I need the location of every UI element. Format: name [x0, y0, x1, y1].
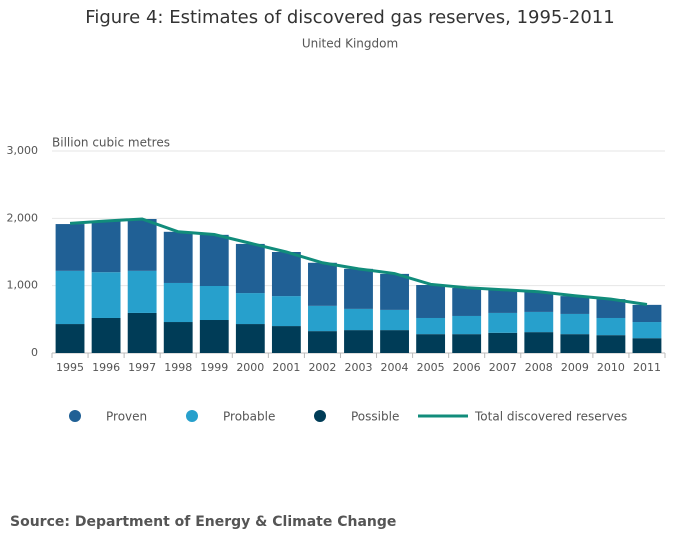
x-tick-label: 2005: [417, 361, 445, 374]
legend-swatch: [69, 410, 81, 422]
bar: [127, 270, 157, 313]
bar: [199, 320, 229, 353]
legend-swatch: [314, 410, 326, 422]
x-tick-label: 2006: [453, 361, 481, 374]
bar: [235, 324, 265, 353]
bar: [163, 231, 193, 283]
bar: [308, 305, 337, 332]
x-tick-label: 2000: [236, 361, 264, 374]
x-tick-label: 1999: [200, 361, 228, 374]
legend-label: Probable: [223, 410, 275, 424]
bar: [416, 317, 446, 335]
bar: [199, 286, 229, 321]
legend-label: Proven: [106, 410, 147, 424]
bar: [199, 234, 229, 287]
legend-label: Possible: [351, 410, 399, 424]
x-tick-label: 2004: [381, 361, 409, 374]
bar: [55, 324, 85, 353]
bar: [452, 288, 482, 316]
x-tick-label: 2002: [308, 361, 336, 374]
bar: [452, 315, 482, 335]
bar: [524, 292, 554, 312]
bar: [55, 224, 85, 271]
bar: [163, 322, 193, 353]
bar: [344, 308, 373, 331]
bar: [344, 268, 373, 309]
bar: [416, 284, 446, 318]
chart-title: Figure 4: Estimates of discovered gas re…: [85, 7, 614, 28]
x-tick-label: 2001: [272, 361, 300, 374]
line: [69, 217, 648, 307]
bar: [235, 293, 265, 325]
bar: [488, 312, 518, 333]
bar: [271, 296, 301, 327]
legend-swatch: [186, 410, 198, 422]
bar: [632, 338, 662, 353]
bar: [271, 326, 301, 353]
legend-label: Total discovered reserves: [474, 410, 627, 424]
y-tick-label: 0: [31, 346, 38, 359]
bar: [380, 330, 409, 353]
x-tick-label: 1998: [164, 361, 192, 374]
bar: [524, 332, 554, 353]
x-tick-label: 1996: [92, 361, 120, 374]
bar: [91, 221, 121, 273]
bar: [632, 304, 662, 323]
bar: [163, 282, 193, 323]
bar: [632, 322, 662, 339]
y-tick-label: 2,000: [7, 211, 39, 224]
bar: [91, 317, 121, 353]
bar: [596, 335, 626, 353]
y-axis-label: Billion cubic metres: [52, 136, 170, 150]
x-tick-label: 1995: [56, 361, 84, 374]
chart-subtitle: United Kingdom: [302, 37, 398, 51]
bar: [560, 334, 590, 353]
x-tick-label: 2003: [345, 361, 373, 374]
bar: [380, 309, 409, 331]
bar: [380, 273, 409, 310]
x-tick-label: 1997: [128, 361, 156, 374]
source: Source: Department of Energy & Climate C…: [10, 514, 396, 530]
bar: [560, 313, 590, 335]
y-tick-label: 3,000: [7, 144, 39, 157]
bar: [596, 317, 626, 336]
bar: [55, 270, 85, 325]
x-tick-label: 2008: [525, 361, 553, 374]
bar: [560, 296, 590, 314]
bar: [452, 334, 482, 353]
x-tick-label: 2011: [633, 361, 661, 374]
bar: [235, 243, 265, 294]
bar: [127, 312, 157, 353]
x-tick-label: 2010: [597, 361, 625, 374]
bar: [596, 299, 626, 318]
bar: [488, 290, 518, 313]
x-tick-label: 2007: [489, 361, 517, 374]
bar: [308, 331, 337, 353]
y-tick-label: 1,000: [7, 279, 39, 292]
bar: [271, 252, 301, 297]
bar: [416, 334, 446, 353]
bar: [488, 332, 518, 353]
bar: [127, 219, 157, 271]
bar: [524, 311, 554, 333]
bar: [344, 330, 373, 353]
bar: [308, 262, 337, 306]
bar: [91, 272, 121, 318]
x-tick-label: 2009: [561, 361, 589, 374]
